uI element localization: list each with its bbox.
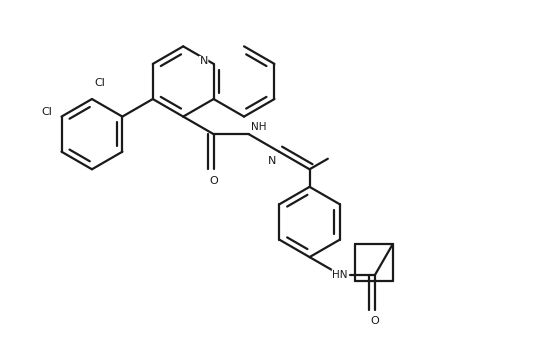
Text: Cl: Cl	[42, 107, 53, 117]
Text: O: O	[371, 316, 380, 326]
Text: NH: NH	[251, 122, 267, 132]
Text: HN: HN	[332, 270, 348, 280]
Text: N: N	[199, 56, 208, 66]
Text: Cl: Cl	[94, 78, 105, 88]
Text: O: O	[209, 175, 218, 186]
Text: N: N	[268, 156, 276, 166]
